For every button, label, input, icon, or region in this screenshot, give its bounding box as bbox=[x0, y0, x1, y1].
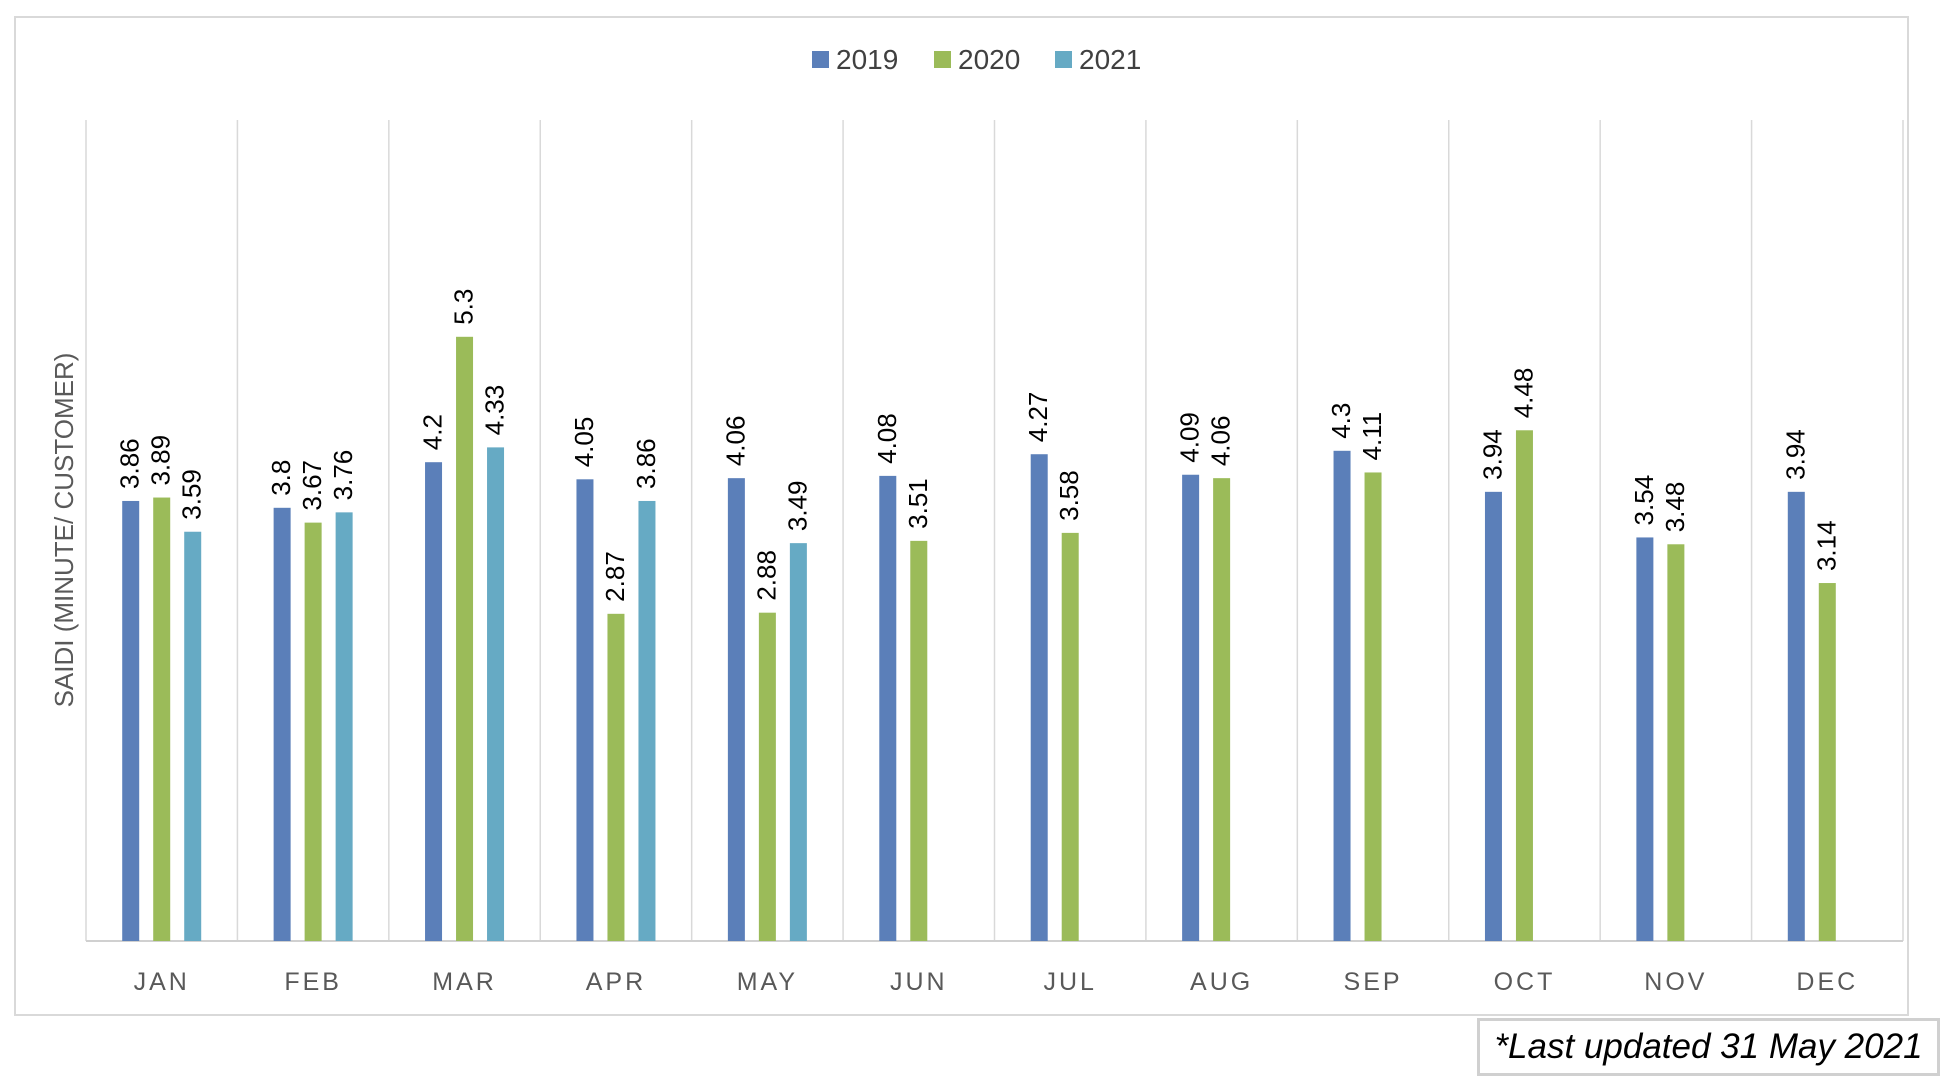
chart-frame bbox=[14, 16, 1909, 1016]
data-label: 3.76 bbox=[328, 450, 358, 501]
data-label: 3.67 bbox=[297, 460, 327, 511]
data-label: 3.54 bbox=[1629, 475, 1659, 526]
data-label: 2.88 bbox=[751, 550, 781, 601]
bar-2019-may bbox=[727, 478, 745, 941]
x-tick-label: AUG bbox=[1190, 968, 1253, 996]
bar-2020-jul bbox=[1061, 532, 1079, 941]
data-label: 4.11 bbox=[1357, 412, 1387, 461]
legend-swatch-2021 bbox=[1055, 51, 1072, 68]
x-tick-label: JUN bbox=[890, 968, 948, 996]
bar-2020-dec bbox=[1818, 583, 1836, 941]
bar-2019-apr bbox=[576, 479, 594, 941]
bar-2020-nov bbox=[1667, 544, 1685, 941]
x-tick-label: JUL bbox=[1043, 968, 1096, 996]
bar-2019-nov bbox=[1636, 537, 1654, 941]
data-label: 3.58 bbox=[1054, 470, 1084, 521]
data-label: 3.48 bbox=[1660, 482, 1690, 533]
last-updated-text: *Last updated 31 May 2021 bbox=[1494, 1027, 1923, 1066]
bar-2020-sep bbox=[1364, 472, 1382, 941]
data-label: 4.08 bbox=[872, 413, 902, 464]
bar-2020-feb bbox=[304, 522, 322, 941]
data-label: 4.2 bbox=[418, 414, 448, 450]
legend-swatch-2019 bbox=[812, 51, 829, 68]
data-label: 4.06 bbox=[1206, 416, 1236, 467]
x-tick-label: APR bbox=[586, 968, 646, 996]
bar-2020-jun bbox=[910, 540, 928, 941]
bar-2020-jan bbox=[153, 497, 171, 941]
bar-2021-jan bbox=[184, 531, 202, 941]
data-label: 3.14 bbox=[1811, 520, 1841, 571]
bar-2019-sep bbox=[1333, 450, 1351, 941]
bar-2020-may bbox=[758, 612, 776, 941]
bar-2021-apr bbox=[638, 500, 656, 941]
last-updated-note: *Last updated 31 May 2021 bbox=[1477, 1018, 1940, 1076]
x-tick-label: FEB bbox=[284, 968, 342, 996]
bar-2019-feb bbox=[273, 507, 291, 941]
bar-2021-may bbox=[789, 543, 807, 941]
data-label: 3.8 bbox=[266, 460, 296, 496]
data-label: 3.49 bbox=[782, 481, 812, 532]
x-tick-label: MAR bbox=[432, 968, 497, 996]
data-label: 4.33 bbox=[480, 385, 510, 436]
legend-label-2020: 2020 bbox=[958, 44, 1020, 75]
data-label: 4.06 bbox=[720, 416, 750, 467]
bar-2020-mar bbox=[456, 336, 474, 941]
bar-2019-dec bbox=[1787, 491, 1805, 941]
legend-swatch-2020 bbox=[934, 51, 951, 68]
bar-2020-oct bbox=[1515, 430, 1533, 941]
legend-label-2019: 2019 bbox=[836, 44, 898, 75]
bar-2020-aug bbox=[1213, 478, 1231, 941]
bar-2019-jul bbox=[1030, 454, 1048, 941]
bar-2019-mar bbox=[425, 462, 443, 941]
y-axis-title: SAIDI (MINUTE/ CUSTOMER) bbox=[49, 353, 79, 708]
data-label: 4.3 bbox=[1326, 403, 1356, 439]
bar-2019-aug bbox=[1182, 474, 1200, 941]
data-label: 3.89 bbox=[146, 435, 176, 486]
bar-2019-oct bbox=[1484, 491, 1502, 941]
data-label: 3.59 bbox=[177, 469, 207, 520]
bar-2021-mar bbox=[487, 447, 505, 941]
data-label: 2.87 bbox=[600, 551, 630, 602]
data-label: 3.94 bbox=[1477, 429, 1507, 480]
data-label: 3.51 bbox=[903, 478, 933, 529]
x-tick-label: SEP bbox=[1344, 968, 1403, 996]
x-tick-label: MAY bbox=[737, 968, 798, 996]
x-tick-label: OCT bbox=[1494, 968, 1556, 996]
data-label: 3.86 bbox=[631, 438, 661, 489]
data-label: 4.05 bbox=[569, 417, 599, 468]
data-label: 5.3 bbox=[449, 289, 479, 325]
data-label: 4.48 bbox=[1508, 368, 1538, 419]
bar-2020-apr bbox=[607, 613, 625, 941]
data-label: 4.09 bbox=[1175, 412, 1205, 463]
bar-2019-jan bbox=[122, 500, 140, 941]
bar-2019-jun bbox=[879, 475, 897, 941]
data-label: 4.27 bbox=[1023, 392, 1053, 443]
data-label: 3.86 bbox=[115, 438, 145, 489]
x-tick-label: JAN bbox=[134, 968, 190, 996]
data-label: 3.94 bbox=[1780, 429, 1810, 480]
legend-label-2021: 2021 bbox=[1079, 44, 1141, 75]
bar-2021-feb bbox=[335, 512, 353, 941]
x-tick-label: DEC bbox=[1796, 968, 1858, 996]
x-tick-label: NOV bbox=[1644, 968, 1707, 996]
